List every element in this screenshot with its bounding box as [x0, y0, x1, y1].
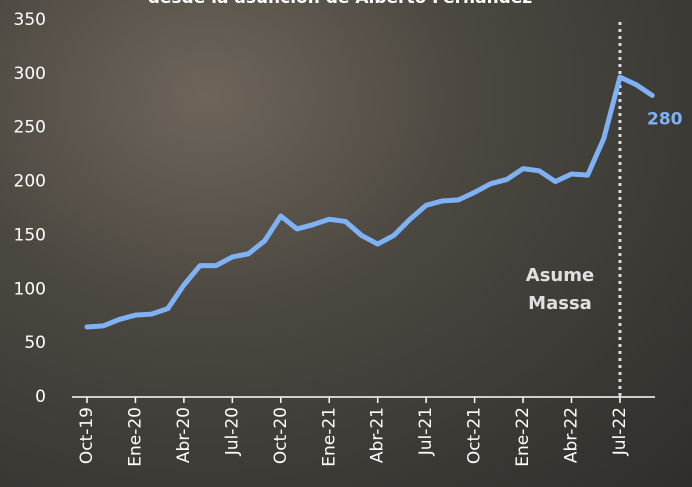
chart-title: desde la asunción de Alberto Fernández — [148, 0, 533, 8]
x-tick-label: Ene-21 — [319, 407, 339, 467]
x-tick-label: Jul-20 — [222, 407, 242, 456]
chart-container: desde la asunción de Alberto Fernández 0… — [0, 0, 692, 487]
y-tick-label: 250 — [14, 118, 46, 138]
x-tick-label: Jul-22 — [610, 407, 630, 456]
x-tick-label: Oct-21 — [465, 407, 485, 464]
x-tick-label: Ene-20 — [125, 407, 145, 467]
y-tick-label: 300 — [14, 64, 46, 84]
x-tick-label: Abr-22 — [562, 407, 582, 463]
x-tick-label: Oct-19 — [77, 407, 97, 464]
y-tick-label: 0 — [35, 387, 46, 407]
y-tick-label: 150 — [14, 225, 46, 245]
chart: desde la asunción de Alberto Fernández 0… — [0, 0, 692, 487]
x-tick-label: Jul-21 — [416, 407, 436, 456]
y-tick-label: 50 — [24, 333, 46, 353]
y-tick-label: 350 — [14, 10, 46, 30]
y-tick-label: 200 — [14, 172, 46, 192]
x-tick-label: Oct-20 — [271, 407, 291, 464]
x-tick-label: Ene-22 — [513, 407, 533, 467]
end-value-label: 280 — [647, 109, 683, 129]
annotation: Asume Massa — [505, 262, 615, 318]
y-tick-label: 100 — [14, 279, 46, 299]
x-tick-label: Abr-21 — [368, 407, 388, 463]
x-tick-label: Abr-20 — [174, 407, 194, 463]
